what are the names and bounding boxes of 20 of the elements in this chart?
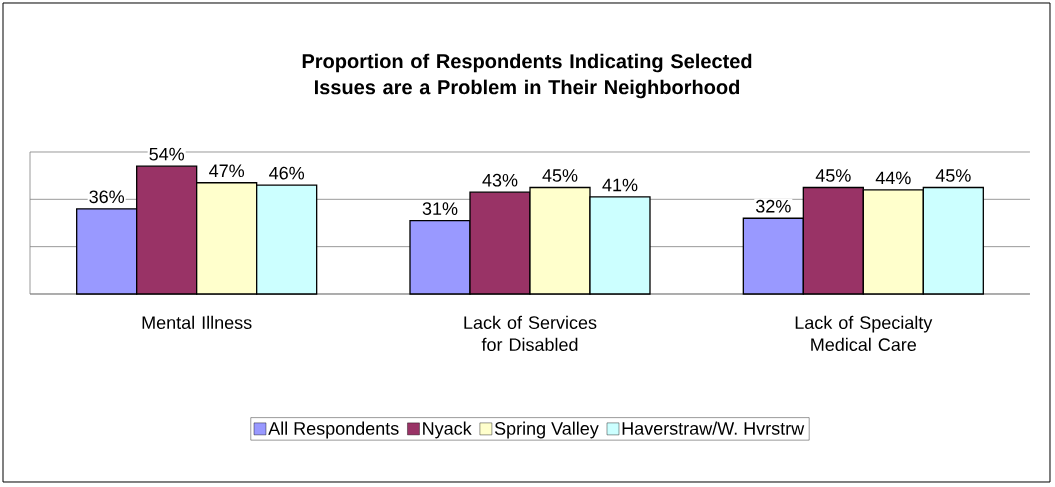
data-label: 36% <box>89 190 125 204</box>
chart-title: Proportion of Respondents Indicating Selected Issues are a Problem in Their Neighborhood <box>302 53 752 99</box>
legend-label: Nyack <box>423 421 472 439</box>
x-tick-label: Lack of Services for Disabled <box>464 315 597 351</box>
data-label: 44% <box>875 171 911 185</box>
data-label: 41% <box>602 178 638 192</box>
x-tick-label: Mental Illness <box>142 315 252 329</box>
x-tick-label: Lack of Specialty Medical Care <box>795 315 933 351</box>
data-label: 31% <box>422 202 458 215</box>
legend-label: Haverstraw/W. Hvrstrw <box>622 421 805 435</box>
legend-label: Spring Valley <box>494 421 599 439</box>
data-label: 43% <box>482 173 518 187</box>
data-label: 32% <box>756 199 791 213</box>
data-label: 46% <box>269 166 305 180</box>
data-label: 45% <box>815 169 851 182</box>
data-label: 47% <box>209 164 245 178</box>
data-label: 45% <box>542 169 578 182</box>
data-label: 54% <box>149 147 185 161</box>
legend-label: All Respondents <box>268 421 399 439</box>
data-label: 45% <box>935 169 971 182</box>
